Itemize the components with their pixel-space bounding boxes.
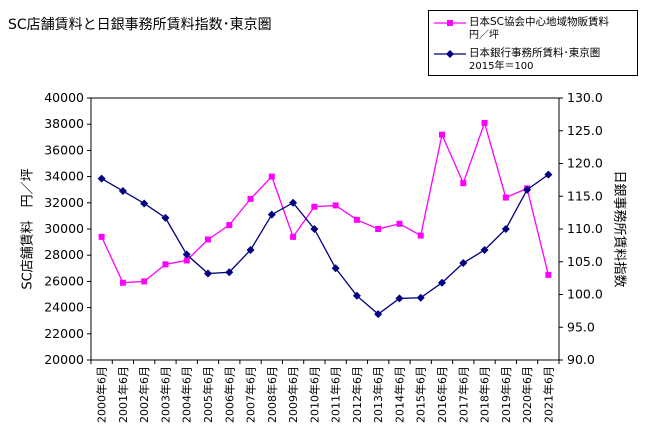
x-tick-label: 2010年6月 [307, 366, 321, 423]
x-tick-label: 2001年6月 [116, 366, 130, 423]
x-tick-label: 2003年6月 [158, 366, 172, 423]
y-tick-label: 24000 [44, 300, 84, 315]
y-tick-label: 28000 [44, 247, 84, 262]
data-point-sc-rent [333, 202, 339, 208]
x-tick-label: 2013年6月 [371, 366, 385, 423]
y-tick-label: 20000 [44, 352, 84, 367]
y2-tick-label: 125.0 [567, 123, 603, 138]
y2-tick-label: 95.0 [567, 319, 595, 334]
magenta-square-marker-icon [433, 16, 467, 30]
y-tick-label: 30000 [44, 221, 84, 236]
x-tick-label: 2014年6月 [392, 366, 406, 423]
data-point-sc-rent [141, 278, 147, 284]
x-tick-label: 2009年6月 [286, 366, 300, 423]
data-point-sc-rent [482, 120, 488, 126]
x-tick-label: 2006年6月 [222, 366, 236, 423]
x-tick-label: 2021年6月 [541, 366, 555, 423]
data-point-sc-rent [226, 222, 232, 228]
legend-sublabel-boj-index: 2015年＝100 [469, 60, 534, 73]
legend: 日本SC協会中心地域物販賃料 円／坪 日本銀行事務所賃料･東京圏 2015年＝1… [428, 10, 638, 76]
y2-tick-label: 105.0 [567, 254, 603, 269]
y-tick-label: 22000 [44, 326, 84, 341]
y2-tick-label: 90.0 [567, 352, 595, 367]
x-tick-label: 2005年6月 [201, 366, 215, 423]
y2-tick-label: 120.0 [567, 156, 603, 171]
x-tick-label: 2019年6月 [499, 366, 513, 423]
x-tick-label: 2017年6月 [456, 366, 470, 423]
data-point-sc-rent [290, 234, 296, 240]
x-tick-label: 2020年6月 [520, 366, 534, 423]
data-point-sc-rent [418, 233, 424, 239]
y2-tick-label: 115.0 [567, 188, 603, 203]
x-tick-label: 2016年6月 [435, 366, 449, 423]
y2-tick-label: 110.0 [567, 221, 603, 236]
x-axis: 2000年6月 2001年6月 2002年6月 2003年6月 2004年6月 2005年… [91, 360, 559, 423]
x-tick-label: 2007年6月 [244, 366, 258, 423]
data-point-sc-rent [460, 180, 466, 186]
y-tick-label: 40000 [44, 90, 84, 105]
data-point-sc-rent [120, 280, 126, 286]
y-tick-label: 32000 [44, 195, 84, 210]
x-tick-label: 2002年6月 [137, 366, 151, 423]
data-point-sc-rent [545, 272, 551, 278]
x-tick-label: 2011年6月 [329, 366, 343, 423]
data-point-sc-rent [396, 221, 402, 227]
data-point-sc-rent [439, 132, 445, 138]
data-point-sc-rent [503, 195, 509, 201]
data-point-sc-rent [311, 204, 317, 210]
x-tick-label: 2004年6月 [180, 366, 194, 423]
data-point-sc-rent [205, 236, 211, 242]
y-tick-label: 34000 [44, 169, 84, 184]
y-tick-label: 26000 [44, 273, 84, 288]
y2-axis-title: 日銀事務所賃料指数 [612, 170, 631, 287]
data-point-sc-rent [248, 196, 254, 202]
left-axis: 20000 22000 24000 26000 28000 30000 32000 34000… [44, 90, 91, 367]
x-tick-label: 2018年6月 [478, 366, 492, 423]
legend-label-sc-rent: 日本SC協会中心地域物販賃料 [469, 16, 609, 29]
y2-tick-label: 130.0 [567, 90, 603, 105]
y2-tick-label: 100.0 [567, 287, 603, 302]
x-tick-label: 2015年6月 [414, 366, 428, 423]
x-tick-label: 2008年6月 [265, 366, 279, 423]
y-tick-label: 36000 [44, 142, 84, 157]
chart-title: SC店舗賃料と日銀事務所賃料指数･東京圏 [8, 14, 272, 34]
data-point-sc-rent [99, 234, 105, 240]
data-point-sc-rent [375, 226, 381, 232]
x-tick-label: 2012年6月 [350, 366, 364, 423]
x-tick-label: 2000年6月 [95, 366, 109, 423]
navy-diamond-marker-icon [433, 47, 467, 61]
right-axis: 90.0 95.0 100.0 105.0 110.0 115.0 120.0 125.0 13… [559, 90, 603, 367]
y-axis-title: SC店舗賃料 円／坪 [17, 168, 36, 289]
legend-sublabel-sc-rent: 円／坪 [469, 29, 499, 42]
data-point-sc-rent [162, 261, 168, 267]
legend-label-boj-index: 日本銀行事務所賃料･東京圏 [469, 47, 600, 60]
data-point-sc-rent [354, 217, 360, 223]
y-tick-label: 38000 [44, 116, 84, 131]
data-point-sc-rent [269, 174, 275, 180]
